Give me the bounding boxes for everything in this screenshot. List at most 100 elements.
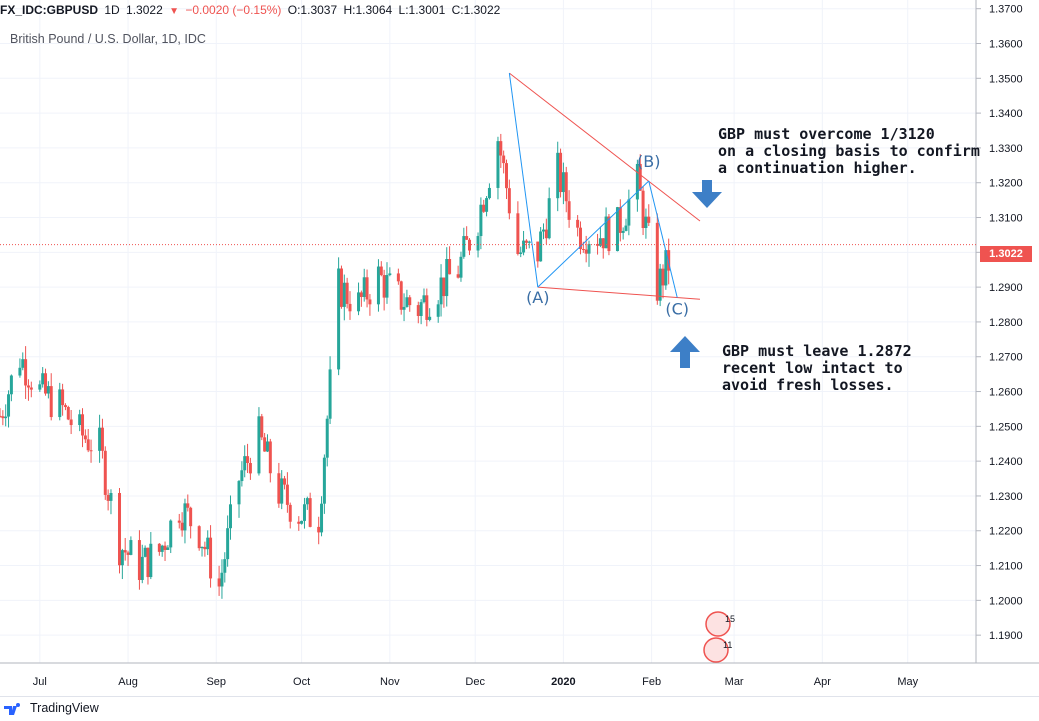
candle-body [564,172,568,202]
candle-body [248,462,252,474]
candle-body [376,266,380,305]
gb-flag-icon[interactable] [705,611,731,637]
candle-body [257,416,261,474]
candle-body [385,275,389,298]
candle-body [280,478,284,504]
candle-body [209,537,213,579]
candle-body [129,540,133,555]
candle-body [41,373,45,385]
y-tick-label: 1.3300 [989,143,1023,155]
candle-body [459,256,463,278]
us-flag-icon[interactable] [703,637,729,663]
y-tick-label: 1.3200 [989,178,1023,190]
candle-body [419,302,423,316]
symbol-name[interactable]: FX_IDC:GBPUSD [0,3,99,17]
y-tick-label: 1.2900 [989,282,1023,294]
candle-body [322,457,326,504]
candle-body [103,450,107,495]
candle-body [504,163,508,189]
candle-body [627,199,631,226]
candle-body [44,373,48,394]
candle-body [598,238,602,246]
candle-body [220,572,224,587]
candle-body [98,427,102,451]
candle-body [237,481,241,505]
y-tick-label: 1.2500 [989,421,1023,433]
event-count: 15 [725,614,735,624]
y-tick-label: 1.2600 [989,387,1023,399]
candle-body [203,546,207,550]
candle-body [496,141,500,188]
candle-body [186,503,190,508]
candle-body [402,306,406,310]
candle-body [536,241,540,262]
x-tick-label: Nov [380,676,400,688]
candle-body [120,550,124,566]
x-tick-label: Sep [206,676,226,688]
y-tick-label: 1.2400 [989,456,1023,468]
candle-body [425,295,429,320]
candle-body [308,498,312,527]
x-tick-label: Dec [465,676,485,688]
tradingview-logo-icon[interactable] [4,703,24,715]
interval[interactable]: 1D [104,3,120,17]
y-tick-label: 1.2000 [989,595,1023,607]
open-value: O:1.3037 [287,3,338,17]
candle-body [479,204,483,237]
candle-body [226,528,230,560]
trendline-peak-A [508,73,539,288]
current-price-label: 1.3022 [980,246,1032,262]
candle-body [166,547,170,550]
candle-body [487,187,491,199]
candle-body [345,282,349,304]
candle-body [288,504,292,522]
candle-body [263,437,267,452]
close-value: C:1.3022 [451,3,501,17]
candle-body [169,520,173,548]
candle-body [365,277,369,300]
candle-body [584,249,588,254]
x-tick-label: Mar [725,676,744,688]
candle-body [476,236,480,251]
candle-body [24,359,28,386]
candle-body [522,240,526,253]
candle-body [29,387,33,390]
x-tick-label: May [897,676,918,688]
candle-body [661,268,665,286]
candle-body [26,385,30,388]
candle-body [260,416,264,438]
candle-body [559,152,563,193]
candle-body [516,213,520,254]
candle-body [621,230,625,233]
candle-body [604,216,608,249]
candle-body [499,141,503,156]
candle-body [143,547,147,557]
wave-label-a: (A) [526,288,549,307]
candle-body [485,198,489,212]
candle-body [283,478,287,485]
candle-body [439,277,443,305]
high-value: H:1.3064 [343,3,393,17]
candle-body [328,369,332,419]
tradingview-brand[interactable]: TradingView [30,701,99,715]
wave-label-b: (B) [637,152,660,171]
candle-body [317,526,321,533]
candle-body [576,219,580,228]
instrument-label: British Pound / U.S. Dollar, 1D, IDC [10,32,206,46]
y-tick-label: 1.2700 [989,352,1023,364]
candle-body [667,250,671,271]
candle-body [302,504,306,521]
candle-body [157,543,161,552]
candle-body [416,305,420,316]
candle-body [396,273,400,282]
candle-body [556,152,560,199]
candle-body [66,407,70,420]
candle-body [601,238,605,249]
trendline-upper-resistance [509,72,701,222]
up-arrow-icon [670,336,700,368]
candle-body [61,389,65,406]
candle-body [206,537,210,550]
candle-body [507,188,511,214]
candle-body [561,172,565,193]
